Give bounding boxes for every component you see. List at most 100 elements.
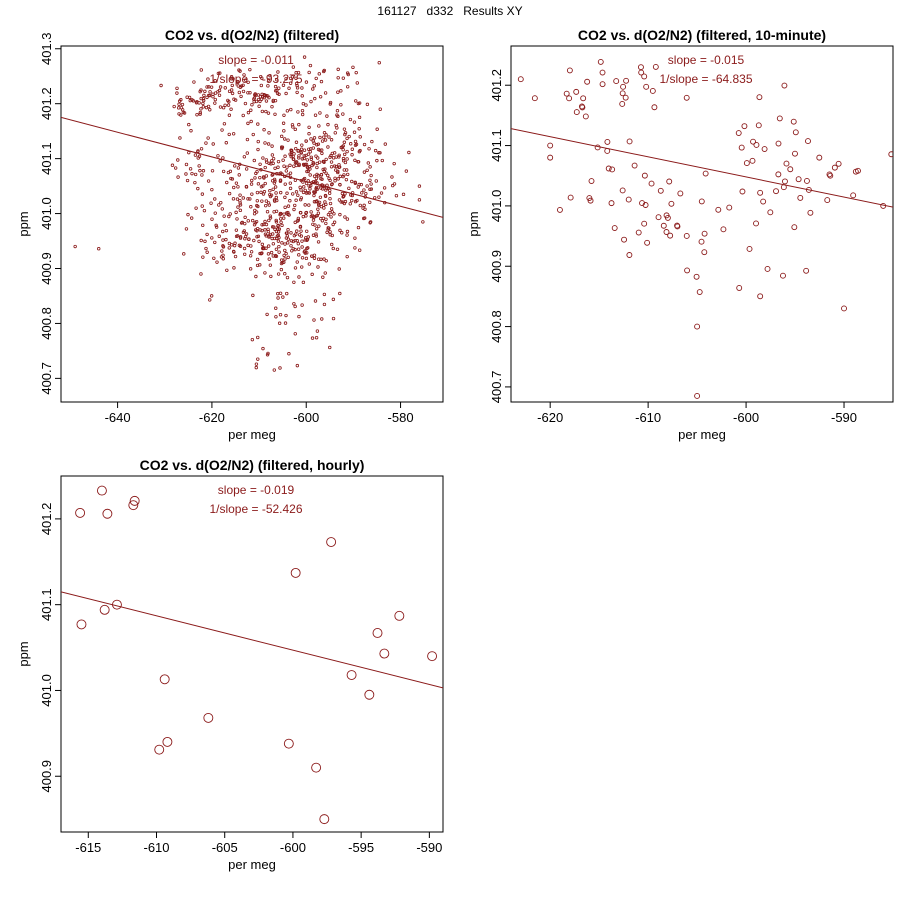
data-point (306, 190, 310, 195)
data-point (288, 199, 292, 203)
data-point (230, 91, 235, 96)
data-point (609, 166, 616, 173)
data-point (739, 188, 746, 195)
data-point (187, 150, 191, 155)
data-point (344, 168, 349, 172)
data-point (694, 323, 701, 330)
data-point (311, 218, 316, 222)
data-point (256, 335, 260, 340)
data-point (270, 105, 274, 109)
data-point (582, 113, 589, 120)
data-point (211, 94, 215, 99)
data-point (243, 215, 247, 220)
data-point (242, 73, 246, 77)
data-point (567, 194, 574, 201)
data-point (776, 115, 783, 122)
data-point (299, 188, 303, 192)
data-point (304, 139, 308, 143)
data-point (248, 254, 253, 258)
data-point (305, 229, 309, 233)
data-point (304, 153, 308, 158)
x-tick-label: -610 (635, 410, 661, 425)
data-point (329, 207, 334, 211)
data-point (421, 220, 425, 224)
data-point (324, 171, 328, 175)
data-point (328, 178, 332, 183)
data-point (275, 78, 279, 82)
data-point (282, 260, 286, 264)
data-point (232, 185, 236, 190)
data-point (304, 103, 308, 107)
data-point (256, 122, 260, 126)
data-point (232, 266, 236, 270)
data-point (263, 228, 267, 232)
data-point (316, 142, 321, 146)
data-point (345, 233, 349, 237)
data-point (278, 179, 283, 184)
data-point (286, 237, 291, 241)
data-point (531, 95, 538, 102)
data-point (189, 129, 193, 133)
data-point (608, 200, 615, 207)
data-point (315, 165, 319, 170)
data-point (321, 216, 326, 221)
data-point (255, 257, 260, 262)
data-point (268, 216, 273, 220)
data-point (320, 151, 324, 156)
data-point (330, 242, 334, 247)
data-point (339, 200, 343, 204)
data-point (299, 147, 304, 151)
data-point (267, 235, 271, 239)
data-point (225, 180, 229, 185)
data-point (343, 199, 348, 204)
data-point (274, 220, 279, 224)
data-point (775, 140, 782, 147)
data-point (356, 159, 360, 164)
data-point (352, 120, 357, 124)
data-point (394, 610, 405, 621)
data-point (619, 90, 626, 97)
data-point (270, 225, 275, 229)
data-point (345, 85, 350, 89)
data-point (205, 232, 209, 237)
data-point (179, 106, 184, 110)
data-point (301, 280, 306, 285)
x-tick-label: -595 (348, 840, 374, 855)
data-point (775, 171, 782, 178)
data-point (252, 96, 257, 100)
data-point (252, 99, 256, 104)
data-point (694, 393, 701, 399)
data-point (273, 199, 277, 203)
data-point (307, 147, 311, 151)
data-point (256, 182, 261, 186)
data-point (208, 90, 212, 94)
data-point (757, 293, 764, 300)
data-point (229, 77, 234, 81)
data-point (269, 250, 274, 255)
data-point (783, 160, 790, 167)
data-point (219, 255, 224, 259)
data-point (300, 303, 304, 307)
data-point (288, 152, 292, 156)
data-point (293, 247, 297, 252)
data-point (684, 267, 691, 274)
data-point (281, 295, 285, 299)
data-point (238, 193, 242, 197)
data-point (275, 91, 280, 96)
data-point (331, 246, 335, 251)
data-point (252, 211, 257, 216)
data-point (200, 204, 204, 208)
data-point (339, 145, 343, 150)
data-point (251, 132, 255, 137)
data-point (198, 89, 202, 94)
data-point (373, 148, 378, 153)
data-point (344, 177, 349, 182)
y-tick-label: 401.0 (39, 674, 54, 707)
data-point (803, 267, 810, 274)
data-point (223, 103, 227, 108)
data-point (227, 89, 232, 94)
data-point (401, 192, 406, 197)
y-tick-label: 401.0 (489, 190, 504, 223)
data-point (256, 139, 260, 144)
data-point (272, 368, 276, 372)
